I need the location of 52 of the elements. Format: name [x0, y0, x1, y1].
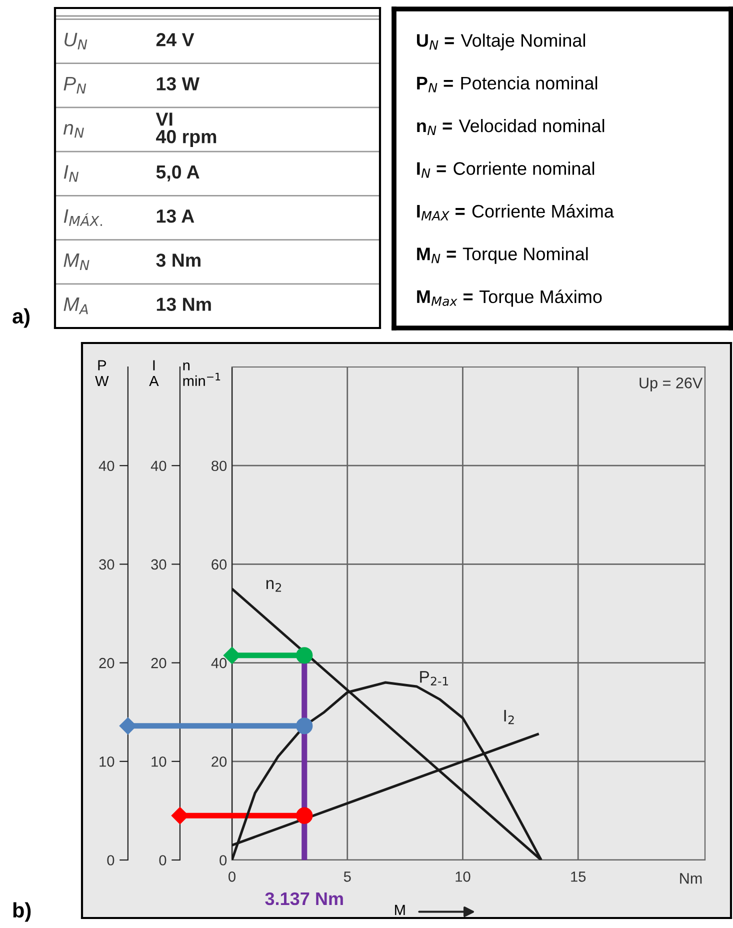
y3-axis-title: P W — [95, 360, 109, 386]
text: n$_{N}$ = Velocidad nominal — [417, 118, 604, 136]
text: P$_{N}$ — [64, 76, 86, 94]
y2-axis-title: I A — [149, 360, 159, 386]
y2-tick-label: 0 — [159, 855, 166, 866]
series-label: I$_{2}$ — [504, 710, 514, 724]
text: I$_{N}$ = Corriente nominal — [417, 162, 594, 178]
text: M$_{N}$ — [64, 253, 90, 270]
y3-tick-label: 0 — [107, 855, 114, 866]
x-tick-label: 5 — [344, 872, 351, 882]
text: Nm — [680, 873, 702, 884]
y2-tick-label: 20 — [151, 658, 166, 668]
text: 13 A — [156, 209, 194, 223]
x-tick-label: 0 — [228, 871, 236, 882]
y-axis-title: n min$^{−1}$ — [183, 362, 220, 386]
y-tick-label: 0 — [220, 855, 227, 866]
y2-tick-label: 40 — [150, 460, 166, 472]
x-axis-title: M — [395, 904, 405, 915]
text: 13 W — [156, 77, 200, 90]
text: M$_{Max}$ = Torque Máximo — [417, 290, 602, 307]
text: I$_{MAX}$ = Corriente Máxima — [417, 204, 614, 220]
text: U$_{N}$ — [64, 32, 88, 50]
x-tick-label: 15 — [571, 872, 586, 882]
text: a) — [12, 308, 30, 328]
text: M$_{A}$ — [64, 298, 88, 314]
text: VI 40 rpm — [156, 112, 216, 147]
y2-tick-label: 30 — [151, 559, 166, 570]
y-tick-label: 60 — [212, 559, 227, 570]
y3-tick-label: 20 — [99, 658, 114, 668]
series-label: n$_{2}$ — [266, 580, 282, 592]
text: n$_{N}$ — [63, 124, 84, 138]
annotation: 3.137 Nm — [265, 892, 343, 906]
y3-tick-label: 30 — [99, 559, 114, 570]
text: U$_{N}$ = Voltaje Nominal — [416, 34, 586, 50]
text: b) — [13, 902, 31, 922]
x-tick-label: 10 — [456, 871, 470, 882]
y2-tick-label: 10 — [152, 756, 166, 767]
text: 3 Nm — [156, 254, 200, 267]
y3-tick-label: 10 — [100, 756, 114, 767]
annotation: Up = 26V — [640, 378, 703, 392]
text: 13 Nm — [156, 298, 211, 311]
series-label: P$_{2-1}$ — [420, 671, 448, 686]
text: P$_{N}$ = Potencia nominal — [417, 76, 598, 92]
y3-tick-label: 40 — [98, 460, 114, 472]
text: I$_{N}$ — [64, 165, 79, 182]
text: I$_{MÁX.}$ — [64, 209, 102, 226]
y-tick-label: 40 — [211, 658, 227, 668]
y-tick-label: 20 — [212, 756, 227, 767]
text: 24 V — [156, 33, 194, 46]
text: 5,0 A — [156, 165, 200, 182]
text: M$_{N}$ = Torque Nominal — [417, 247, 588, 264]
y-tick-label: 80 — [212, 460, 227, 472]
